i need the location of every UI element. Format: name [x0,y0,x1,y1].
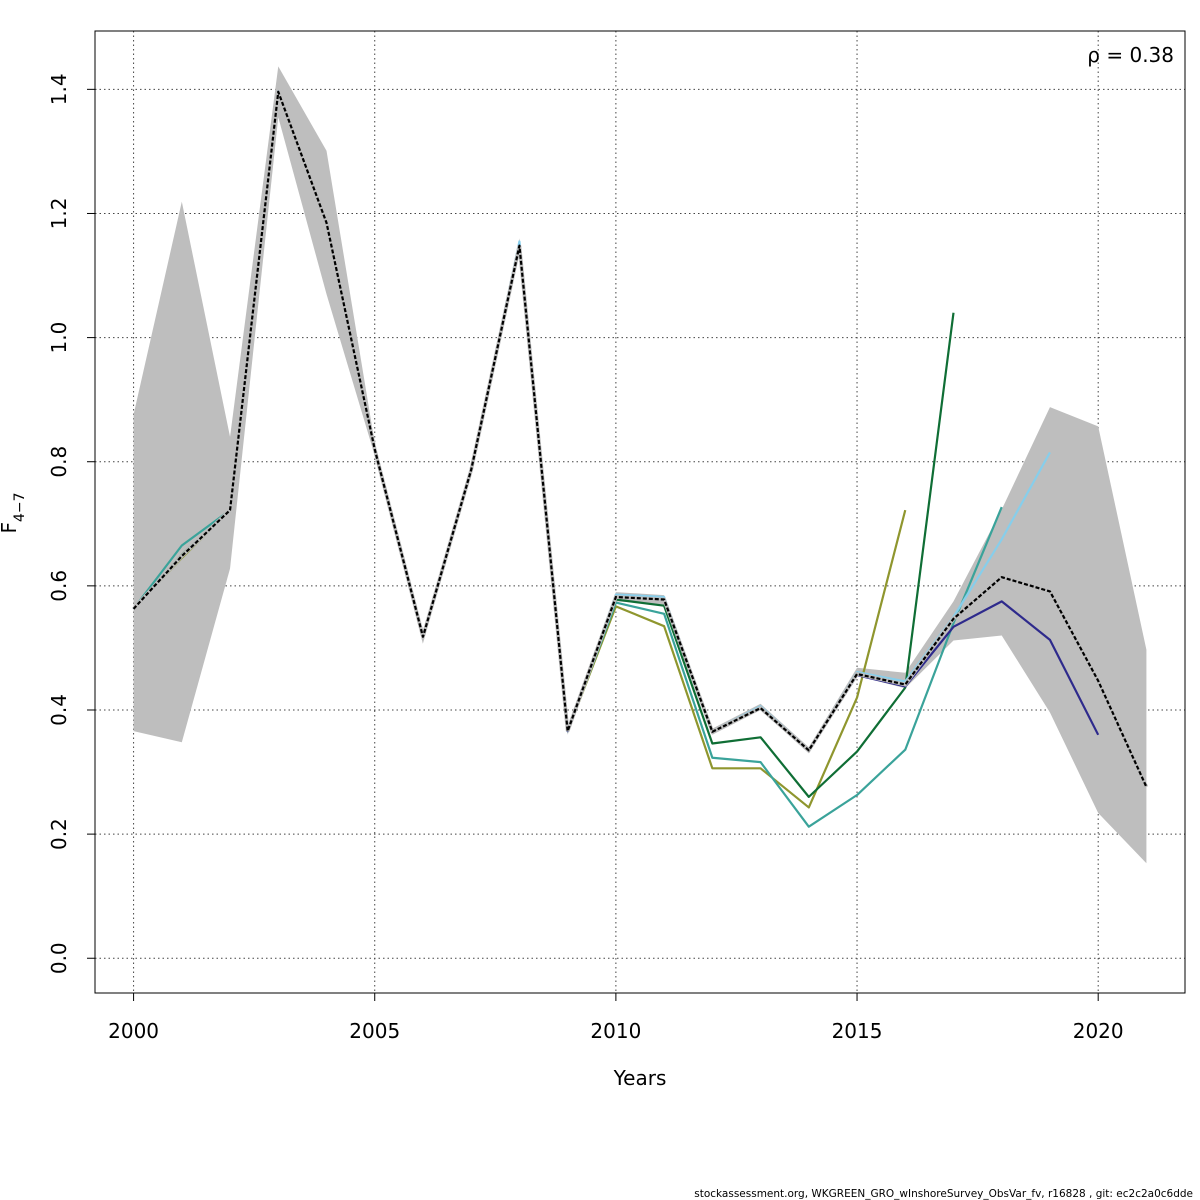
y-tick-label: 1.4 [47,73,71,105]
series-lines [132,90,1149,828]
grid-lines [95,31,1185,993]
footer-credit: stockassessment.org, WKGREEN_GRO_wInshor… [694,1188,1193,1200]
y-axis-label-subscript: 4−7 [12,492,28,522]
plot-frame [94,30,1186,994]
series-line [132,90,955,798]
series-line-halo [132,91,1149,788]
confidence-band [133,66,1147,864]
x-tick-label: 2005 [349,1019,400,1043]
x-tick-label: 2020 [1073,1019,1124,1043]
confidence-bands [133,66,1147,864]
y-tick-label: 0.6 [47,570,71,602]
x-tick-label: 2000 [108,1019,159,1043]
rho-annotation: ρ = 0.38 [1087,43,1174,67]
y-tick-label: 0.0 [47,942,71,974]
series-line [132,90,1148,788]
x-tick-label: 2015 [832,1019,883,1043]
x-tick-label: 2010 [590,1019,641,1043]
y-tick-label: 1.0 [47,322,71,354]
y-tick-label: 0.2 [47,818,71,850]
series-line [132,91,907,809]
y-axis-label: F4−7 [0,492,28,533]
y-tick-label: 0.8 [47,446,71,478]
axes: 2000 2005 2010 2015 2020 0.0 0.2 0.4 0.6 0.8 1.0 1.… [47,73,1124,1043]
y-tick-label: 1.2 [47,198,71,230]
y-axis-label-main: F [0,522,21,534]
series-line [132,90,1051,751]
y-tick-label: 0.4 [47,694,71,726]
x-axis-label: Years [613,1066,667,1090]
